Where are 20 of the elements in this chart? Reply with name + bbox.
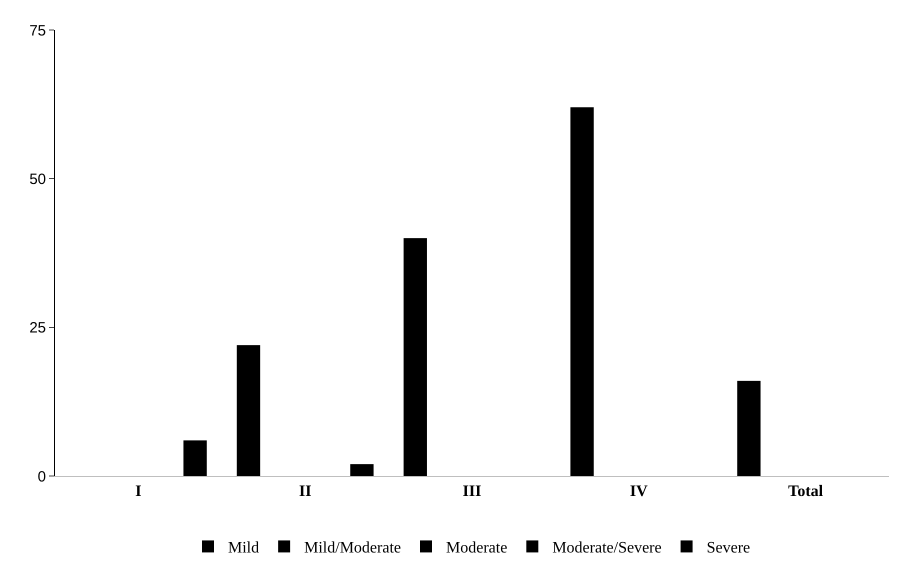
bar (183, 440, 207, 476)
x-tick-label: II (298, 483, 312, 500)
y-tick-label: 50 (29, 170, 46, 188)
legend-label: Mild (228, 540, 260, 557)
x-tick-label: I (135, 483, 142, 500)
x-tick-label: III (462, 483, 482, 500)
bar (404, 238, 427, 476)
bar (570, 107, 594, 476)
bar (737, 380, 761, 476)
legend-label: Moderate (446, 540, 508, 557)
bar (236, 345, 260, 476)
y-tick-label: 0 (38, 468, 46, 486)
legend-label: Moderate/Severe (552, 540, 662, 557)
legend-label: Mild/Moderate (304, 540, 401, 557)
legend-label: Severe (706, 540, 750, 557)
x-tick-label: IV (630, 483, 648, 500)
x-tick-label: Total (788, 483, 824, 500)
y-tick-label: 25 (29, 320, 46, 337)
y-tick-label: 75 (29, 22, 46, 40)
bar (350, 464, 374, 476)
